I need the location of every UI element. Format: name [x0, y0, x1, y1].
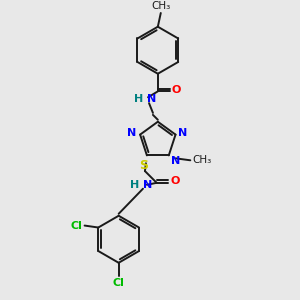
Text: CH₃: CH₃	[192, 155, 212, 165]
Text: S: S	[140, 159, 148, 172]
Text: N: N	[147, 94, 156, 104]
Text: N: N	[178, 128, 188, 138]
Text: O: O	[172, 85, 181, 95]
Text: N: N	[143, 180, 152, 190]
Text: Cl: Cl	[113, 278, 124, 289]
Text: CH₃: CH₃	[151, 1, 170, 11]
Text: H: H	[134, 94, 143, 104]
Text: N: N	[171, 156, 180, 167]
Text: N: N	[127, 128, 136, 138]
Text: H: H	[130, 180, 139, 190]
Text: O: O	[170, 176, 180, 187]
Text: Cl: Cl	[71, 220, 82, 231]
